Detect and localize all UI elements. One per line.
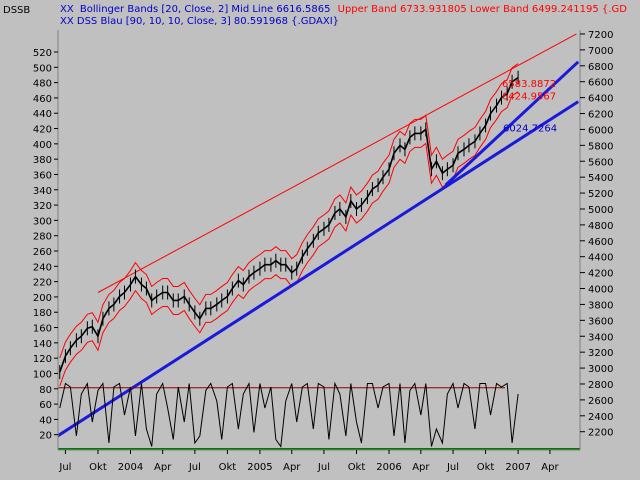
upper-trend-line bbox=[97, 33, 577, 293]
price-line bbox=[59, 77, 519, 373]
legend-bands: Upper Band 6733.931805 Lower Band 6499.2… bbox=[338, 4, 628, 15]
left-tick-label: 340 bbox=[33, 186, 52, 197]
x-tick-label: Apr bbox=[541, 462, 559, 473]
left-tick-label: 360 bbox=[33, 170, 52, 181]
short-trend-line bbox=[444, 60, 580, 187]
right-tick-label: 4800 bbox=[588, 221, 613, 232]
right-tick-label: 4600 bbox=[588, 237, 613, 248]
legend-dss: XX DSS Blau [90, 10, 10, Close, 3] 80.59… bbox=[60, 16, 339, 27]
right-tick-label: 7200 bbox=[588, 30, 613, 41]
right-tick-label: 3200 bbox=[588, 348, 613, 359]
legend-bollinger: Bollinger Bands [20, Close, 2] Mid Line … bbox=[80, 4, 331, 15]
left-tick-label: 60 bbox=[39, 400, 52, 411]
left-tick-label: 100 bbox=[33, 369, 52, 380]
left-tick-label: 280 bbox=[33, 232, 52, 243]
right-tick-label: 6000 bbox=[588, 125, 613, 136]
axes: 2200 2400 2600 2800 3000 3200 3400 3600 3800 4000… bbox=[33, 30, 614, 473]
right-tick-label: 2600 bbox=[588, 396, 613, 407]
right-tick-label: 2200 bbox=[588, 428, 613, 439]
x-tick-label: 2004 bbox=[118, 462, 143, 473]
x-tick-label: Apr bbox=[283, 462, 301, 473]
x-tick-label: 2007 bbox=[505, 462, 530, 473]
price-annotation: 6583.8872 bbox=[502, 79, 556, 90]
left-tick-label: 520 bbox=[33, 48, 52, 59]
left-tick-label: 380 bbox=[33, 155, 52, 166]
right-tick-label: 5000 bbox=[588, 205, 613, 216]
svg-text:XX Bollinger Bands [20,: XX Bollinger Bands [20, Close, 2] Mid Li… bbox=[60, 4, 627, 15]
x-tick-label: Apr bbox=[412, 462, 430, 473]
right-tick-label: 6200 bbox=[588, 110, 613, 121]
left-tick-label: 480 bbox=[33, 79, 52, 90]
right-tick-label: 2400 bbox=[588, 412, 613, 423]
bollinger-lower-band bbox=[59, 91, 519, 387]
left-tick-label: 120 bbox=[33, 354, 52, 365]
right-tick-label: 6600 bbox=[588, 78, 613, 89]
left-tick-label: 200 bbox=[33, 293, 52, 304]
left-tick-label: 440 bbox=[33, 109, 52, 120]
long-trend-line bbox=[57, 100, 580, 437]
legend: XX Bollinger Bands [20, Close, 2] Mid Li… bbox=[60, 4, 627, 27]
x-tick-label: Okt bbox=[219, 462, 237, 473]
left-tick-label: 20 bbox=[39, 431, 52, 442]
bollinger-upper-band bbox=[59, 63, 519, 359]
left-tick-label: 80 bbox=[39, 385, 52, 396]
left-tick-label: 140 bbox=[33, 339, 52, 350]
right-tick-label: 4400 bbox=[588, 253, 613, 264]
right-tick-label: 5200 bbox=[588, 189, 613, 200]
legend-prefix: XX bbox=[60, 4, 74, 15]
left-tick-label: 240 bbox=[33, 262, 52, 273]
oscillator-line bbox=[59, 381, 519, 448]
right-tick-label: 7000 bbox=[588, 46, 613, 57]
right-tick-label: 5600 bbox=[588, 157, 613, 168]
x-tick-label: Apr bbox=[154, 462, 172, 473]
left-tick-label: 420 bbox=[33, 125, 52, 136]
right-tick-label: 6800 bbox=[588, 62, 613, 73]
left-tick-label: 300 bbox=[33, 216, 52, 227]
price-annotation: 6424.9567 bbox=[502, 92, 556, 103]
x-tick-label: Okt bbox=[348, 462, 366, 473]
right-tick-label: 4000 bbox=[588, 285, 613, 296]
x-tick-label: Jul bbox=[446, 462, 459, 473]
right-tick-label: 4200 bbox=[588, 269, 613, 280]
left-tick-label: 180 bbox=[33, 308, 52, 319]
window-title: DSSB bbox=[3, 5, 30, 16]
x-tick-label: 2005 bbox=[247, 462, 272, 473]
right-tick-label: 3000 bbox=[588, 364, 613, 375]
price-annotation: 6024.7264 bbox=[503, 123, 557, 134]
left-tick-label: 160 bbox=[33, 324, 52, 335]
left-tick-label: 500 bbox=[33, 63, 52, 74]
left-tick-label: 320 bbox=[33, 201, 52, 212]
x-tick-label: Jul bbox=[188, 462, 201, 473]
left-tick-label: 260 bbox=[33, 247, 52, 258]
right-tick-label: 5800 bbox=[588, 141, 613, 152]
right-tick-label: 3400 bbox=[588, 332, 613, 343]
x-tick-label: Okt bbox=[89, 462, 107, 473]
left-tick-label: 40 bbox=[39, 415, 52, 426]
x-tick-label: 2006 bbox=[376, 462, 401, 473]
x-tick-label: Jul bbox=[58, 462, 71, 473]
left-tick-label: 400 bbox=[33, 140, 52, 151]
left-tick-label: 220 bbox=[33, 278, 52, 289]
x-tick-label: Jul bbox=[317, 462, 330, 473]
right-tick-label: 6400 bbox=[588, 94, 613, 105]
left-tick-label: 460 bbox=[33, 94, 52, 105]
right-tick-label: 2800 bbox=[588, 380, 613, 391]
plot-area: 6583.8872 6424.9567 6024.7264 bbox=[57, 30, 580, 450]
right-tick-label: 3600 bbox=[588, 316, 613, 327]
right-tick-label: 5400 bbox=[588, 173, 613, 184]
x-tick-label: Okt bbox=[477, 462, 495, 473]
right-tick-label: 3800 bbox=[588, 300, 613, 311]
